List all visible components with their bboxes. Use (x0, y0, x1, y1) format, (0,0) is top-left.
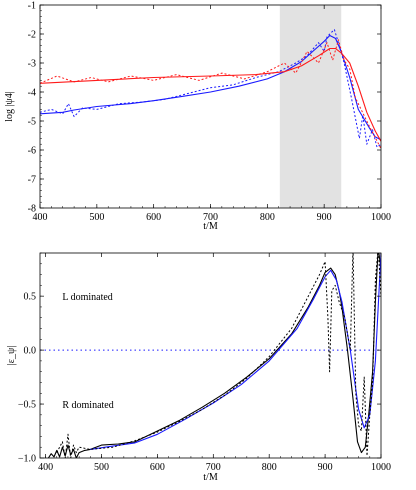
chart-panel-2: 400 500 600 700 800 900 1000 −1.0 −0.5 0.0 0.5 t/M |… (6, 252, 391, 483)
x-tick-label: 500 (89, 212, 104, 223)
chart-panel-1: 400 500 600 700 800 900 1000 -8 -7 -6 -5 -4 -3 -2 -1 t/… (4, 1, 391, 233)
series-group (40, 29, 381, 149)
x-tick-label: 900 (317, 212, 332, 223)
x-tick-label: 700 (206, 462, 221, 473)
x-tick-label: 400 (33, 212, 48, 223)
y-tick-label: -6 (28, 146, 36, 157)
annotation: R dominated (62, 400, 113, 411)
y-tick-label: 0.0 (24, 346, 37, 357)
y-tick-label: -5 (28, 117, 36, 128)
y-tick-label: −0.5 (18, 400, 36, 411)
series-red-solid (40, 47, 381, 142)
x-tick-label: 700 (203, 212, 218, 223)
series-group (47, 253, 381, 458)
plot-frame (39, 252, 382, 459)
series-black-dotted (56, 253, 381, 458)
series-red-dotted (40, 39, 381, 149)
y-tick-label: -1 (28, 1, 36, 12)
x-tick-label: 800 (262, 462, 277, 473)
x-axis-label: t/M (203, 472, 218, 483)
y-axis-label: log |ψ4| (4, 91, 15, 122)
x-tick-label: 1000 (371, 462, 391, 473)
series-blue-dotted (40, 29, 381, 148)
highlight-band (279, 5, 342, 208)
x-tick-label: 600 (146, 212, 161, 223)
annotation: L dominated (62, 292, 112, 303)
x-tick-label: 800 (260, 212, 275, 223)
series-blue-solid (90, 253, 381, 450)
x-tick-label: 500 (94, 462, 109, 473)
x-axis-label: t/M (203, 221, 218, 232)
x-tick-label: 600 (150, 462, 165, 473)
series-black-solid (47, 253, 381, 458)
y-tick-label: -2 (28, 30, 36, 41)
y-axis-label: |ε_ψ| (6, 346, 17, 365)
x-tick-label: 400 (38, 462, 53, 473)
y-tick-label: -7 (28, 175, 36, 186)
y-tick-label: -4 (28, 88, 36, 99)
y-tick-label: -3 (28, 59, 36, 70)
x-tick-label: 1000 (371, 212, 391, 223)
y-tick-label: 0.5 (24, 292, 37, 303)
x-tick-label: 900 (318, 462, 333, 473)
y-tick-label: -8 (28, 204, 36, 215)
y-tick-label: −1.0 (18, 454, 36, 465)
